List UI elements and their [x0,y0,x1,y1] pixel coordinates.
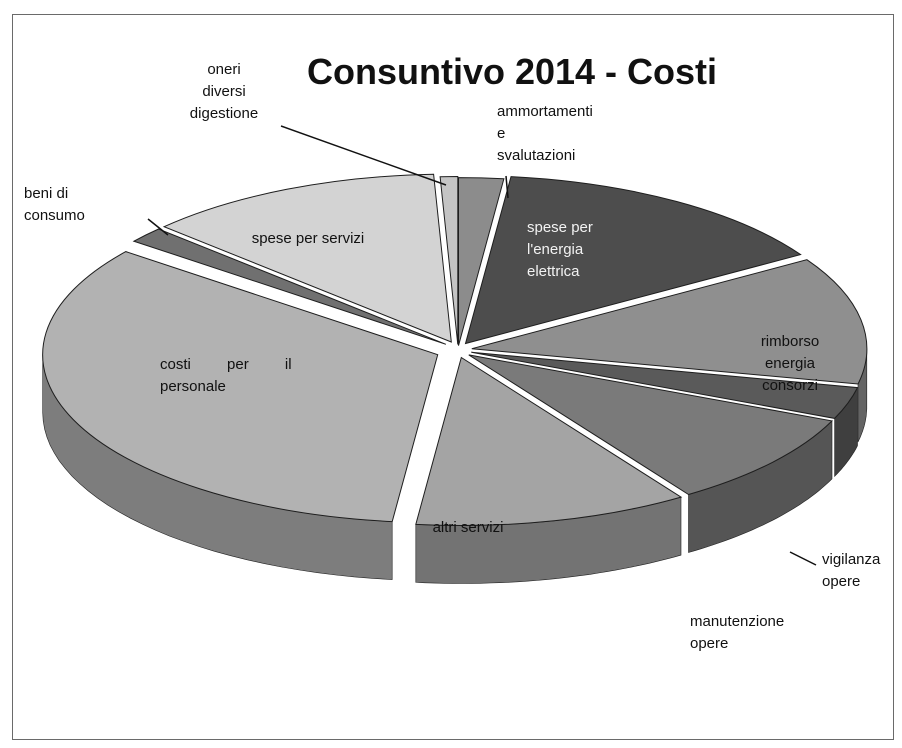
leader-line-oneri-diversi-di-gestione [280,125,447,186]
slice-label-altri-servizi: altri servizi [433,519,504,536]
slice-spese-per-l-energia-elettrica [464,176,802,345]
slice-vigilanza-opere [471,351,859,419]
slice-altri-servizi [415,356,683,527]
pie-sides [42,348,868,584]
slice-rimborso-energia-consorzi [471,259,868,385]
slice-label-manutenzione-opere: manutenzione opere [690,613,784,652]
slice-label-oneri-diversi-di-gestione: oneri diversi digestione [190,61,258,122]
slice-oneri-diversi-di-gestione [439,175,459,345]
slice-manutenzione-opere [468,354,834,496]
chart-title: Consuntivo 2014 - Costi [307,51,717,92]
slice-label-vigilanza-opere: vigilanza opere [822,551,881,590]
pie-tops [42,173,868,527]
slice-spese-per-servizi [162,173,452,343]
leader-line-beni-di-consumo [147,218,169,236]
slice-ammortamenti-e-svalutazioni [458,177,505,346]
slice-label-spese-per-l-energia-elettrica: spese per l'energia elettrica [527,219,593,280]
slice-label-spese-per-servizi: spese per servizi [252,230,365,247]
leader-line-ammortamenti-e-svalutazioni [505,175,509,199]
leader-line-vigilanza-opere [789,551,817,566]
slice-label-costi-per-il-personale: costi per il personale [160,356,292,395]
slice-label-beni-di-consumo: beni di consumo [24,185,85,224]
pie-leaders [147,125,817,566]
pie-labels: ammortamenti e svalutazioni spese per l'ener… [24,61,881,652]
chart-border [12,14,894,740]
slice-beni-di-consumo [132,228,447,345]
slice-label-rimborso-energia-consorzi: rimborso energia consorzi [761,333,819,394]
slice-costi-per-il-personale [42,251,439,523]
slice-label-ammortamenti-e-svalutazioni: ammortamenti e svalutazioni [497,103,593,164]
